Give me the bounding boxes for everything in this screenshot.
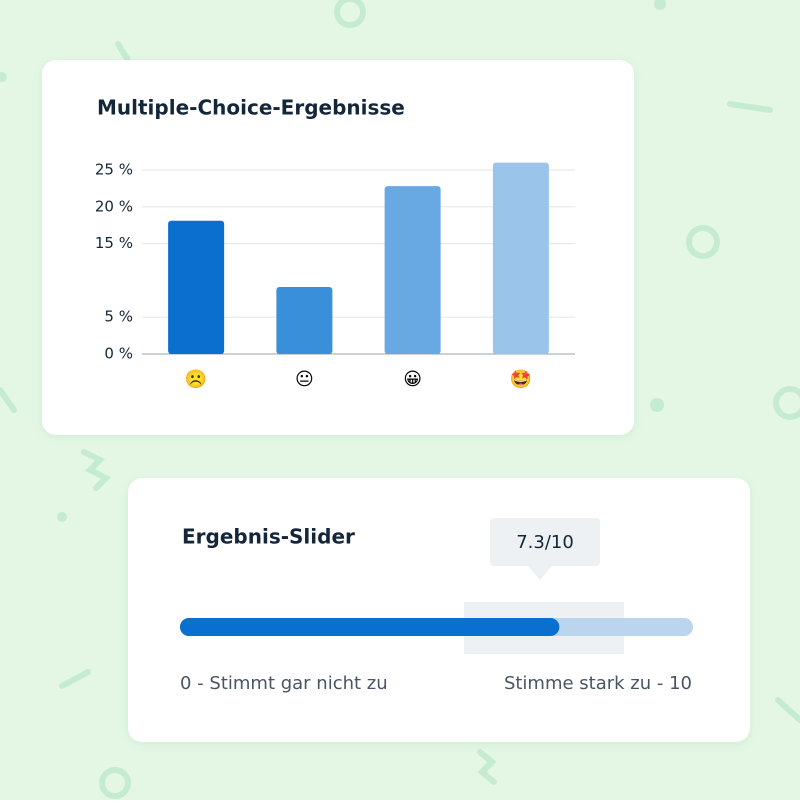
chart-title: Multiple-Choice-Ergebnisse <box>97 96 405 120</box>
y-tick-label: 5 % <box>104 308 133 326</box>
tooltip <box>490 518 600 566</box>
x-tick-label: ☹️ <box>185 369 207 390</box>
max-label: Stimme stark zu - 10 <box>504 673 692 694</box>
y-tick-label: 20 % <box>95 197 133 215</box>
tooltip-pointer <box>528 566 552 580</box>
x-tick-label: 🤩 <box>510 369 532 390</box>
y-tick-label: 15 % <box>95 234 133 252</box>
chart: 0 % 5 % 15 % 20 % 25 % ☹️ 😐 😀 🤩 <box>95 160 575 390</box>
slider-title: Ergebnis-Slider <box>182 525 355 549</box>
y-tick-label: 0 % <box>104 345 133 363</box>
x-tick-label: 😀 <box>403 369 422 390</box>
bar <box>492 162 549 354</box>
tooltip-label: 7.3/10 <box>516 532 574 553</box>
min-label: 0 - Stimmt gar nicht zu <box>180 673 388 694</box>
bar <box>168 220 225 354</box>
bar <box>384 186 441 354</box>
x-tick-label: 😐 <box>295 369 314 390</box>
dots <box>0 0 666 522</box>
slider-card <box>128 478 750 742</box>
y-tick-label: 25 % <box>95 160 133 178</box>
bar <box>276 287 333 354</box>
